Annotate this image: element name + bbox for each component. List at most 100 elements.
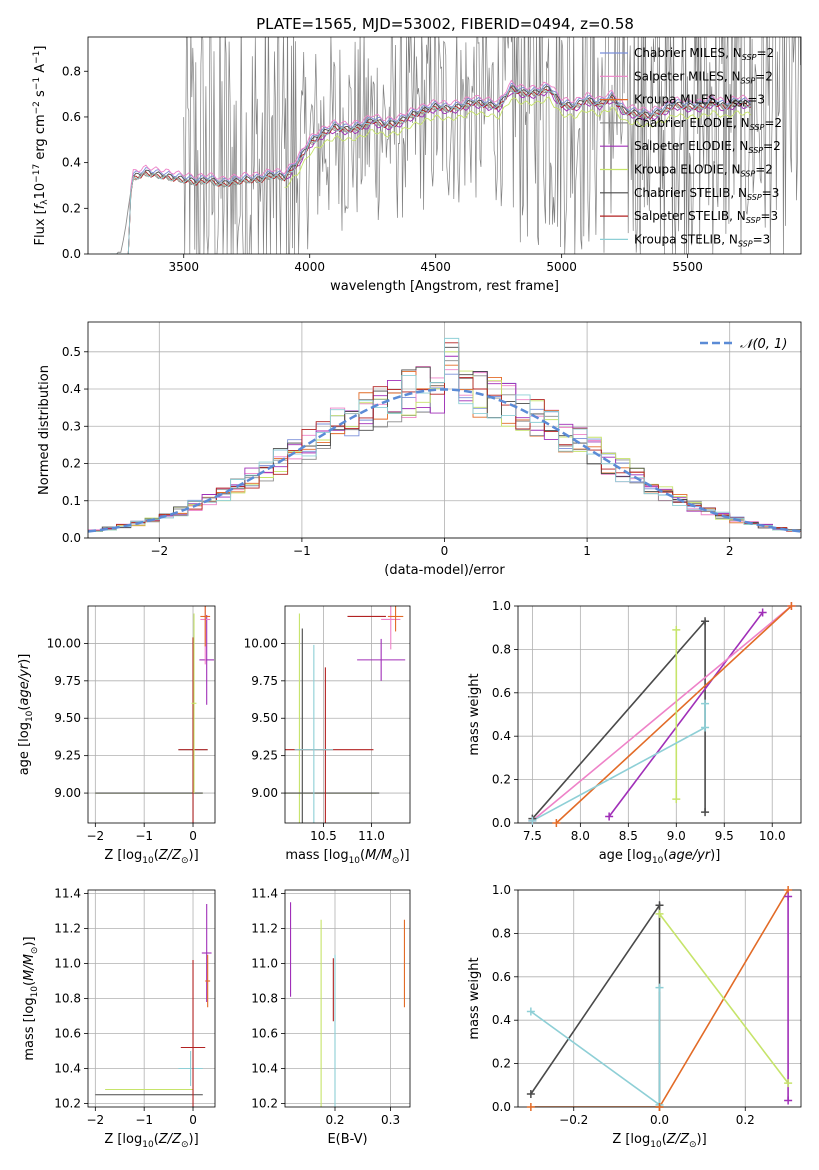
label-part: s	[33, 90, 48, 101]
tick-label-x: 11.0	[358, 829, 385, 843]
tick-label-y: 0.2	[62, 457, 81, 471]
label-part: =3	[747, 93, 765, 107]
label-part: A	[33, 64, 48, 77]
y-axis-label: age [log10(age/yr)]	[17, 654, 35, 776]
tick-label-y: 0.3	[62, 419, 81, 433]
label-part: Chabrier ELODIE, N	[634, 116, 750, 130]
weight-marker	[672, 625, 681, 634]
tick-label-y: 9.25	[251, 749, 278, 763]
tick-label-y: 9.00	[54, 786, 81, 800]
label-part: SSP	[747, 193, 762, 202]
tick-label-y: 9.25	[54, 749, 81, 763]
weight-marker	[701, 808, 710, 817]
legend-label: Salpeter STELIB, NSSP=3	[634, 209, 778, 225]
tick-label-y: 10.4	[54, 1062, 81, 1076]
model-line-kroupa_stelib	[110, 87, 751, 254]
tick-label-y: 0.4	[62, 156, 81, 170]
weight-line	[555, 606, 792, 823]
tick-label-y: 0.5	[62, 345, 81, 359]
tick-label-y: 0.0	[62, 247, 81, 261]
y-axis-label: mass weight	[467, 957, 482, 1039]
legend-label: Salpeter MILES, NSSP=2	[634, 69, 773, 85]
tick-label-x: 0.3	[381, 1113, 400, 1127]
label-part: mass [log	[285, 848, 348, 863]
label-part: Chabrier STELIB, N	[634, 186, 747, 200]
label-part: −17	[32, 164, 42, 183]
tick-label-x: 0	[189, 829, 197, 843]
weight-marker	[655, 909, 664, 918]
label-part: Z/Z	[158, 848, 182, 863]
normal-curve	[88, 388, 801, 533]
tick-label-y: 0.0	[492, 1100, 511, 1114]
label-part: λ	[40, 199, 50, 205]
tick-label-y: 10.2	[54, 1097, 81, 1111]
label-part: SSP	[742, 53, 757, 62]
axes-frame	[284, 605, 411, 824]
weight-line	[531, 606, 792, 822]
tick-label-y: 0.6	[492, 686, 511, 700]
plot-area	[285, 606, 406, 823]
plot-area	[95, 606, 215, 823]
tick-label-y: 0.2	[492, 773, 511, 787]
tick-label-x: 8.0	[571, 829, 590, 843]
weight-marker	[526, 1103, 535, 1111]
label-part: ⊙	[181, 1140, 189, 1150]
axes-weight_vs_age: 7.5 8.0 8.5 9.0 9.5 10.0 0.0 0.2 0.4 0.6 0.8 1.0 age…	[467, 599, 802, 866]
label-part: (	[360, 848, 365, 863]
weight-marker	[655, 1103, 664, 1111]
label-part: =2	[755, 163, 773, 177]
plot-area	[530, 890, 789, 1107]
label-part: Flux [	[33, 209, 48, 245]
label-part: 10	[142, 1140, 154, 1150]
tick-label-x: 3500	[168, 260, 199, 274]
tick-label-x: 5000	[546, 260, 577, 274]
x-axis-label: E(B-V)	[327, 1132, 367, 1147]
tick-label-y: 9.50	[251, 711, 278, 725]
weight-line	[531, 619, 706, 820]
label-part: )]	[697, 1132, 707, 1147]
label-part: (	[663, 848, 668, 863]
y-axis-label: mass weight	[467, 673, 482, 755]
y-axis-label: Flux [fλ10−17 erg cm−2 s−1 A−1]	[32, 46, 50, 246]
tick-label-y: 0.8	[492, 926, 511, 940]
label-part: =2	[755, 69, 773, 83]
legend-label: Kroupa ELODIE, NSSP=2	[634, 163, 773, 179]
label-part: =2	[763, 139, 781, 153]
weight-marker	[526, 1007, 535, 1016]
label-part: −2	[32, 101, 42, 114]
tick-label-x: 0	[441, 544, 449, 558]
weight-marker	[701, 617, 710, 626]
tick-label-y: 11.4	[251, 887, 278, 901]
weight-marker	[655, 983, 664, 992]
histogram-kroupa_stelib	[88, 337, 801, 532]
tick-label-x: 0.0	[650, 1113, 669, 1127]
label-part: Kroupa ELODIE, N	[634, 163, 741, 177]
axes-mass_vs_Z: −2 −1 010.210.410.610.811.011.211.4Z [log1…	[22, 887, 216, 1150]
weight-marker	[784, 1096, 793, 1105]
weight-line	[658, 913, 789, 1084]
label-part: −1	[32, 51, 42, 64]
tick-label-y: 10.00	[244, 636, 278, 650]
label-part: Z [log	[104, 1132, 142, 1147]
label-part: 10	[650, 1140, 662, 1150]
legend-label: 𝒩(0, 1)	[740, 337, 787, 352]
tick-label-y: 0.8	[62, 64, 81, 78]
label-part: =2	[756, 46, 774, 60]
model-line-salpeter_miles	[110, 79, 751, 254]
label-part: (	[154, 1132, 159, 1147]
weight-line	[608, 612, 764, 817]
tick-label-x: 8.5	[619, 829, 638, 843]
weight-marker	[526, 1089, 535, 1098]
y-axis-label: mass [log10(M/M⊙)]	[22, 936, 40, 1060]
legend-label: Kroupa STELIB, NSSP=3	[634, 232, 770, 248]
label-part: =2	[764, 116, 782, 130]
tick-label-y: 0.2	[492, 1057, 511, 1071]
tick-label-y: 11.0	[54, 957, 81, 971]
tick-label-y: 0.6	[492, 970, 511, 984]
label-part: )]	[17, 654, 32, 664]
axes-frame	[517, 605, 802, 824]
label-part: ]	[33, 46, 48, 51]
legend: 𝒩(0, 1)	[700, 337, 787, 352]
